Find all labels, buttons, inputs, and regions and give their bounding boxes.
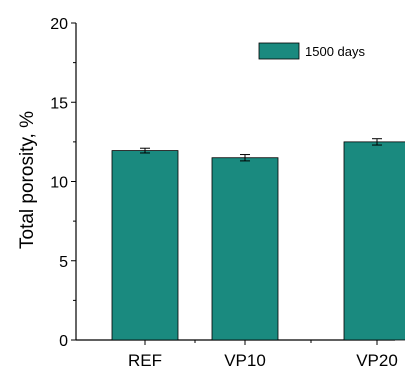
- y-tick-label: 10: [50, 175, 68, 192]
- y-tick-label: 15: [50, 95, 68, 112]
- x-tick-label: VP20: [356, 351, 398, 370]
- y-tick-label: 5: [59, 254, 68, 271]
- x-tick-label: VP10: [224, 351, 266, 370]
- legend-swatch: [258, 42, 300, 60]
- y-axis-label: Total porosity, %: [17, 111, 38, 249]
- bar-vp20: [343, 141, 405, 341]
- x-tick-label: REF: [128, 351, 162, 370]
- bar-vp10: [211, 157, 279, 341]
- legend-label: 1500 days: [305, 44, 365, 59]
- y-tick-label: 20: [50, 16, 68, 33]
- y-tick-label: 0: [59, 333, 68, 350]
- bar-ref: [111, 150, 179, 341]
- plot-area: 0 5 10 15 20 REF VP10 VP20: [50, 16, 405, 370]
- legend: 1500 days: [258, 42, 365, 60]
